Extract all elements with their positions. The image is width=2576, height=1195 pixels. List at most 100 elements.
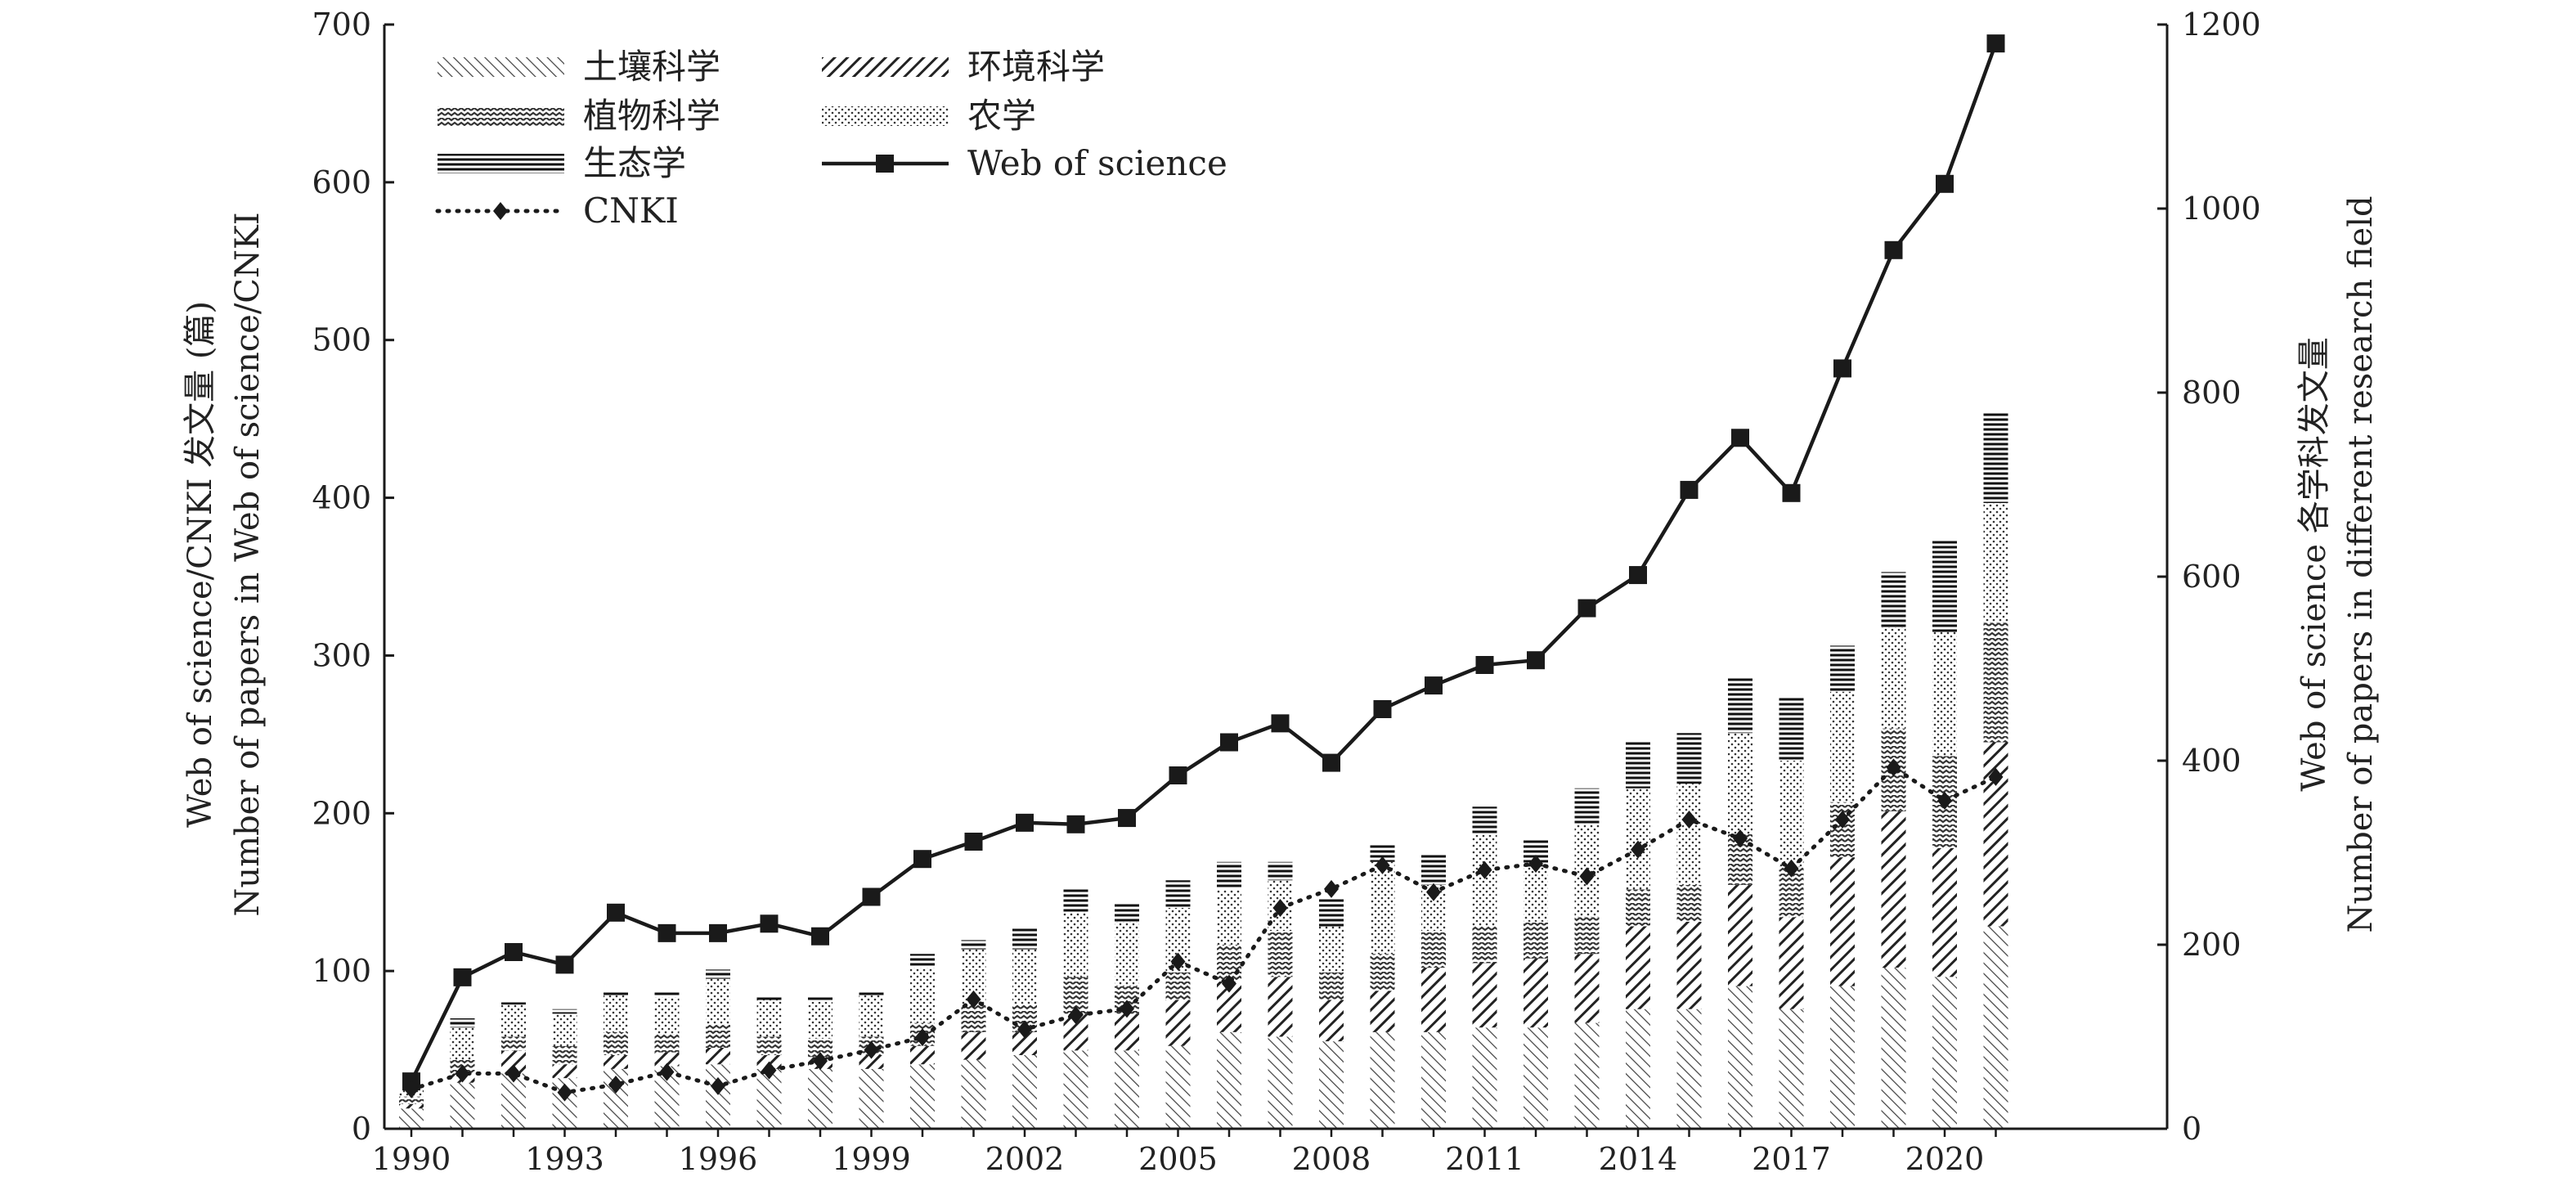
bar-eco-2021 xyxy=(1983,411,2008,503)
legend-5-label: Web of science xyxy=(967,143,1227,183)
bar-env-2008 xyxy=(1319,1000,1344,1042)
bar-env-1996 xyxy=(706,1048,730,1065)
right-tick-label-600: 600 xyxy=(2182,559,2242,595)
cnki-point-2012 xyxy=(1528,855,1543,873)
bar-soil-2003 xyxy=(1063,1050,1088,1129)
bar-eco-2016 xyxy=(1728,677,1752,734)
bar-agri-2009 xyxy=(1370,861,1395,955)
cnki-point-1997 xyxy=(761,1061,777,1080)
right-tick-label-1000: 1000 xyxy=(2182,191,2261,227)
cnki-point-2002 xyxy=(1017,1020,1032,1039)
bars-layer xyxy=(399,411,2008,1129)
bar-plant-2015 xyxy=(1676,884,1702,922)
bar-eco-2014 xyxy=(1626,742,1650,788)
cnki-point-1998 xyxy=(813,1052,828,1071)
bar-plant-1998 xyxy=(808,1038,832,1058)
wos-point-2003 xyxy=(1066,815,1085,833)
cnki-point-1999 xyxy=(864,1040,879,1059)
wos-point-2008 xyxy=(1322,753,1340,772)
left-axis-title-en: Number of papers in Web of science/CNKI xyxy=(229,212,267,916)
bar-soil-2000 xyxy=(910,1064,935,1129)
legend-2-label: 植物科学 xyxy=(583,96,720,136)
x-tick-label-2005: 2005 xyxy=(1138,1141,1218,1177)
bar-soil-2013 xyxy=(1574,1022,1600,1129)
left-axis-title: Web of science/CNKI 发文量 (篇) xyxy=(182,301,219,828)
wos-point-2015 xyxy=(1680,480,1699,499)
bar-eco-1999 xyxy=(859,991,884,995)
legend-1-swatch xyxy=(822,57,949,77)
bar-agri-1992 xyxy=(501,1004,526,1037)
bar-agri-2021 xyxy=(1983,503,2008,623)
wos-point-1992 xyxy=(505,943,523,961)
bar-soil-2012 xyxy=(1524,1027,1548,1129)
bar-agri-2003 xyxy=(1063,912,1088,977)
wos-point-2014 xyxy=(1629,566,1647,585)
bar-soil-2008 xyxy=(1319,1041,1344,1129)
right-axis-title: Web of science 各学科发文量 xyxy=(2296,337,2333,791)
bar-agri-1999 xyxy=(859,995,884,1037)
x-tick-label-2011: 2011 xyxy=(1445,1141,1524,1177)
bar-plant-1994 xyxy=(604,1031,628,1055)
left-tick-label-400: 400 xyxy=(312,480,371,516)
x-tick-label-2008: 2008 xyxy=(1292,1141,1371,1177)
left-tick-label-500: 500 xyxy=(312,322,371,358)
bar-eco-2005 xyxy=(1165,880,1191,908)
x-tick-label-1990: 1990 xyxy=(372,1141,451,1177)
wos-point-2002 xyxy=(1016,813,1034,832)
bar-eco-1996 xyxy=(706,969,730,979)
bar-soil-1999 xyxy=(859,1068,884,1129)
bar-plant-2010 xyxy=(1421,931,1446,968)
wos-point-2006 xyxy=(1220,733,1238,752)
bar-agri-1996 xyxy=(706,978,730,1025)
bar-eco-2018 xyxy=(1830,645,1855,692)
wos-point-2011 xyxy=(1475,656,1494,674)
bar-env-2009 xyxy=(1370,991,1395,1032)
cnki-point-2010 xyxy=(1426,883,1441,901)
bar-soil-2021 xyxy=(1983,926,2008,1129)
bar-soil-2019 xyxy=(1881,968,1906,1129)
wos-point-2016 xyxy=(1731,429,1749,447)
bar-soil-2014 xyxy=(1626,1009,1650,1129)
bar-env-1999 xyxy=(859,1055,884,1069)
bar-agri-2011 xyxy=(1472,834,1497,927)
axes-layer: 0 100 200 300 400 500 600 700 0 200 400 600 800 1000 1… xyxy=(312,7,2260,1177)
bar-eco-2007 xyxy=(1268,861,1293,881)
cnki-point-2007 xyxy=(1272,899,1288,917)
bar-env-2018 xyxy=(1830,857,1855,986)
wos-point-2004 xyxy=(1118,809,1136,828)
x-tick-label-1996: 1996 xyxy=(679,1141,758,1177)
cnki-point-2009 xyxy=(1375,856,1390,874)
bar-eco-1998 xyxy=(808,997,832,1002)
left-tick-label-200: 200 xyxy=(312,795,371,831)
bar-eco-2009 xyxy=(1370,843,1395,862)
cnki-point-2006 xyxy=(1222,974,1236,993)
bar-plant-2013 xyxy=(1574,917,1600,955)
cnki-point-2014 xyxy=(1631,840,1645,859)
bar-env-2007 xyxy=(1268,977,1293,1037)
bar-plant-2018 xyxy=(1830,802,1855,858)
cnki-point-1993 xyxy=(557,1083,572,1102)
cnki-point-1994 xyxy=(608,1076,623,1094)
bar-soil-2011 xyxy=(1472,1027,1497,1129)
bar-agri-2016 xyxy=(1728,733,1752,834)
bar-soil-2001 xyxy=(961,1059,986,1129)
bar-plant-1996 xyxy=(706,1024,730,1048)
bar-env-2013 xyxy=(1574,954,1600,1023)
cnki-point-2003 xyxy=(1068,1006,1084,1025)
right-axis-title-en: Number of papers in different research f… xyxy=(2342,195,2380,932)
bar-soil-1991 xyxy=(450,1082,475,1129)
wos-point-2019 xyxy=(1884,240,1903,259)
cnki-point-2020 xyxy=(1937,791,1952,810)
bar-eco-2015 xyxy=(1676,733,1702,784)
bar-env-2005 xyxy=(1165,1000,1191,1046)
legend-3-swatch xyxy=(822,106,949,126)
bar-agri-2006 xyxy=(1217,889,1241,945)
bar-agri-2019 xyxy=(1881,627,1906,729)
bar-env-2012 xyxy=(1524,958,1548,1028)
bar-plant-1990 xyxy=(399,1096,424,1104)
right-tick-label-400: 400 xyxy=(2182,743,2242,779)
cnki-point-1991 xyxy=(455,1064,470,1083)
wos-point-2018 xyxy=(1833,359,1851,378)
wos-point-1996 xyxy=(709,923,727,942)
